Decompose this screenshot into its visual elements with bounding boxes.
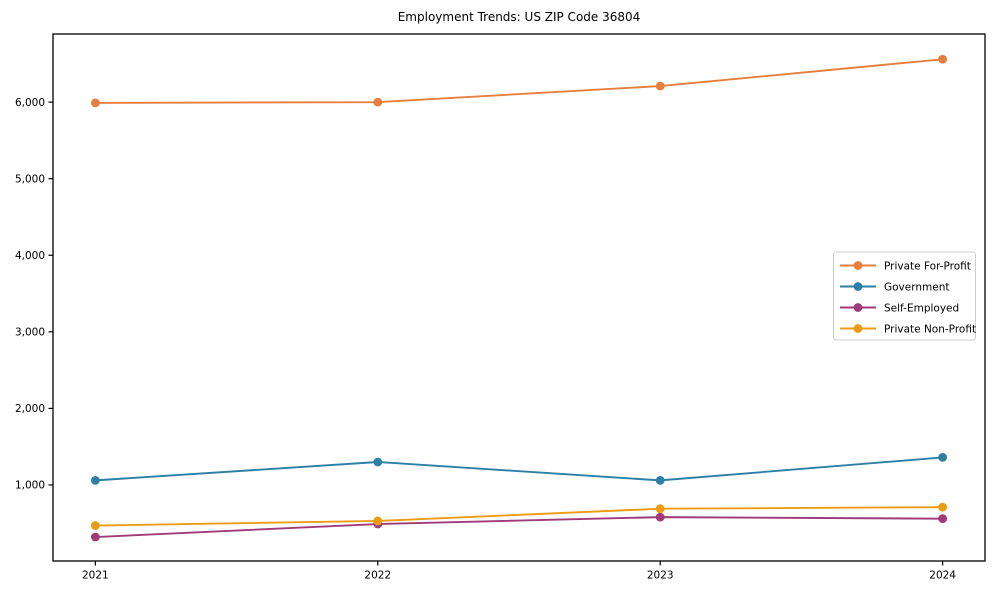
y-tick-label: 3,000 [15,327,45,339]
y-axis: 1,000 2,000 3,000 4,000 5,000 6,000 [15,97,53,492]
x-axis: 2021 2022 2023 2024 [82,561,956,582]
data-point-self-employed-2023 [655,512,665,522]
chart-title: Employment Trends: US ZIP Code 36804 [398,10,641,24]
series-private-for-profit [90,54,948,108]
data-point-private-for-profit-2022 [373,97,383,107]
legend-label-private-for-profit: Private For-Profit [884,260,971,272]
data-point-government-2024 [938,453,948,462]
data-point-self-employed-2021 [90,532,100,542]
data-point-private-for-profit-2024 [938,54,948,64]
series-private-non-profit [90,502,948,530]
series-government [90,453,948,485]
legend: Private For-Profit Government Self-Employe… [833,251,976,341]
data-point-government-2022 [373,457,383,467]
series-self-employed [90,512,948,542]
series-line-government [94,456,944,482]
series-line-private-for-profit [94,58,944,104]
legend-label-self-employed: Self-Employed [884,302,959,314]
legend-label-private-non-profit: Private Non-Profit [884,323,976,335]
x-tick-label: 2022 [364,570,391,582]
data-point-government-2021 [90,475,100,485]
y-tick-label: 4,000 [15,250,45,262]
data-point-private-non-profit-2022 [373,516,383,526]
y-tick-label: 1,000 [15,480,45,492]
data-point-private-for-profit-2023 [655,81,665,91]
legend-marker-dot-private-for-profit [853,261,863,270]
x-tick-label: 2023 [647,570,674,582]
legend-item-government: Government [840,281,949,293]
x-tick-label: 2021 [82,570,109,582]
series-line-self-employed [94,516,944,538]
y-tick-label: 5,000 [15,173,45,185]
axes-frame [52,33,986,562]
y-tick-label: 2,000 [15,403,45,415]
data-point-private-non-profit-2023 [655,504,665,514]
legend-label-government: Government [884,281,949,293]
legend-marker-dot-government [853,282,863,291]
data-point-government-2023 [655,475,665,485]
series-line-private-non-profit [94,506,944,527]
data-point-private-non-profit-2021 [90,521,100,530]
data-point-self-employed-2024 [938,514,948,524]
data-point-private-for-profit-2021 [90,98,100,108]
y-tick-label: 6,000 [15,97,45,109]
x-tick-label: 2024 [929,570,956,582]
legend-marker-dot-self-employed [853,303,863,312]
legend-item-private-for-profit: Private For-Profit [840,260,971,272]
data-point-private-non-profit-2024 [938,502,948,512]
legend-box [833,251,976,341]
legend-item-self-employed: Self-Employed [840,302,959,314]
legend-item-private-non-profit: Private Non-Profit [840,323,976,335]
legend-marker-dot-private-non-profit [853,324,863,333]
